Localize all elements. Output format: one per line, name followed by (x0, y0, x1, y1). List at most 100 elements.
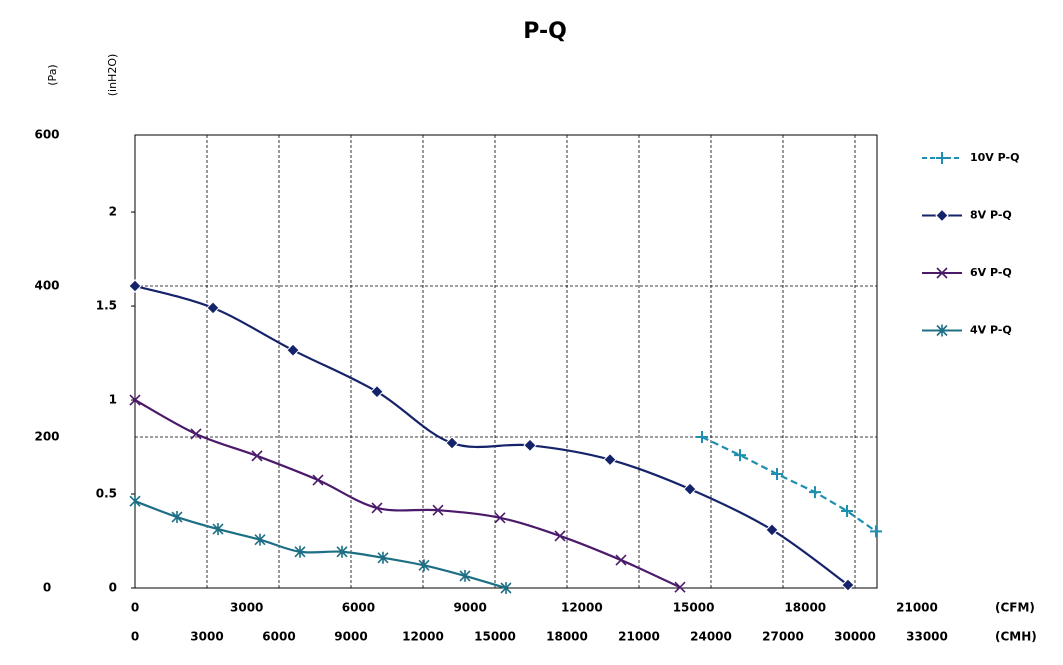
x-axis-label: (CMH) (995, 630, 1037, 644)
x-tick-label: 21000 (618, 630, 660, 644)
marker-shape (841, 578, 855, 592)
series-line (134, 500, 507, 590)
marker (370, 384, 384, 399)
marker (936, 324, 948, 337)
marker-shape (841, 504, 854, 517)
marker-shape (733, 449, 746, 462)
x-tick-label: 0 (131, 630, 139, 644)
x2-tick-label: 0 (131, 601, 139, 615)
marker (190, 428, 202, 440)
y2-tick-label: 1.5 (96, 299, 117, 313)
marker-shape (377, 551, 389, 564)
marker (841, 578, 855, 592)
marker-shape (870, 525, 882, 538)
marker-shape (129, 495, 141, 508)
x2-tick-label: 15000 (673, 601, 715, 615)
marker (251, 450, 263, 462)
marker-shape (523, 438, 537, 453)
x2-tick-label: 9000 (453, 601, 486, 615)
y-tick-label: 0 (43, 581, 51, 595)
marker (615, 554, 627, 566)
marker (500, 582, 512, 594)
marker (286, 343, 300, 357)
marker-shape (336, 545, 348, 558)
marker (212, 523, 224, 536)
marker-shape (212, 523, 224, 536)
marker (683, 482, 697, 496)
marker-shape (494, 512, 506, 524)
marker (432, 504, 444, 516)
marker (206, 301, 220, 315)
marker-shape (500, 582, 512, 594)
x-tick-label: 27000 (762, 630, 804, 644)
y-tick-label: 200 (34, 430, 59, 444)
marker (554, 530, 566, 542)
series-line (701, 436, 877, 533)
marker-shape (445, 436, 459, 450)
legend-label: 6V P-Q (970, 266, 1012, 279)
marker-shape (459, 569, 471, 582)
marker-shape (254, 533, 266, 546)
marker (445, 436, 459, 450)
marker-shape (554, 530, 566, 542)
marker (523, 438, 537, 453)
marker (128, 279, 142, 293)
y2-tick-label: 1 (109, 393, 117, 407)
legend-label: 10V P-Q (970, 151, 1019, 164)
marker (254, 533, 266, 546)
marker-shape (935, 208, 949, 223)
marker (171, 511, 183, 524)
marker-shape (171, 511, 183, 524)
marker (841, 504, 854, 517)
marker (459, 569, 471, 582)
x-tick-label: 3000 (190, 630, 223, 644)
marker-shape (936, 152, 948, 164)
marker (771, 467, 783, 480)
y2-tick-label: 2 (109, 205, 117, 219)
marker (674, 581, 686, 593)
marker (765, 523, 779, 537)
marker-shape (418, 559, 430, 572)
x-tick-label: 18000 (546, 630, 588, 644)
x-tick-label: 30000 (834, 630, 876, 644)
marker (312, 474, 324, 486)
marker (129, 394, 141, 406)
x-tick-label: 6000 (262, 630, 295, 644)
legend-label: 8V P-Q (970, 209, 1012, 222)
marker-shape (683, 482, 697, 496)
marker (936, 152, 948, 164)
marker (336, 545, 348, 558)
x2-tick-label: 3000 (230, 601, 263, 615)
x2-tick-label: 12000 (561, 601, 603, 615)
marker-shape (371, 502, 383, 514)
x-tick-label: 33000 (906, 630, 948, 644)
marker-shape (603, 452, 617, 467)
marker (936, 267, 948, 279)
marker-shape (251, 450, 263, 462)
x-tick-label: 15000 (474, 630, 516, 644)
series-line (134, 399, 681, 589)
x2-tick-label: 18000 (784, 601, 826, 615)
x2-tick-label: 6000 (342, 601, 375, 615)
marker (294, 545, 306, 558)
marker-shape (771, 467, 783, 480)
marker-shape (696, 431, 708, 443)
marker (808, 486, 821, 499)
x-tick-label: 12000 (402, 630, 444, 644)
y2-axis-label: (inH2O) (106, 54, 119, 97)
marker (870, 525, 882, 538)
marker-shape (129, 394, 141, 406)
marker (418, 559, 430, 572)
marker-shape (370, 384, 384, 399)
x-tick-label: 24000 (690, 630, 732, 644)
marker-shape (674, 581, 686, 593)
marker (935, 208, 949, 223)
marker-shape (286, 343, 300, 357)
y-tick-label: 400 (34, 279, 59, 293)
marker (494, 512, 506, 524)
chart-title: P-Q (523, 19, 567, 44)
marker-shape (206, 301, 220, 315)
marker-shape (294, 545, 306, 558)
marker-shape (190, 428, 202, 440)
